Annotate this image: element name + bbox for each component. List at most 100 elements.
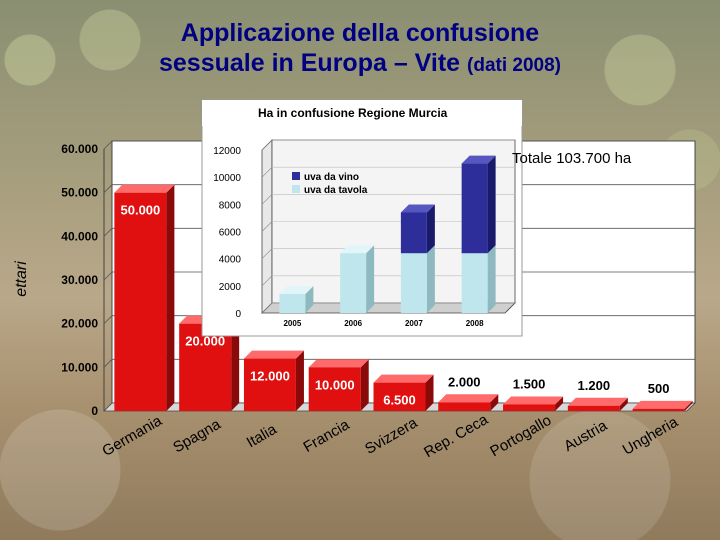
bar-side — [619, 397, 628, 411]
inset-gridline-depth — [261, 275, 273, 287]
inset-y-tick-label: 8000 — [219, 200, 242, 211]
inset-bar — [400, 212, 427, 254]
bar-side — [166, 184, 175, 411]
bar-side — [555, 396, 564, 411]
gridline-depth — [103, 184, 113, 193]
x-tick-label: Italia — [244, 420, 281, 451]
y-tick-label: 50.000 — [61, 186, 98, 200]
bar — [114, 192, 167, 411]
x-tick-label: Francia — [301, 416, 353, 456]
bar-side — [231, 315, 240, 411]
x-tick-label: Rep. Ceca — [421, 411, 491, 461]
inset-bar — [279, 293, 306, 313]
inset-bar-top — [400, 204, 435, 213]
x-tick-label: Germania — [99, 412, 165, 460]
inset-legend-label: uva da vino — [304, 172, 359, 183]
bar — [632, 408, 685, 411]
inset-bar — [461, 253, 488, 313]
gridline-depth — [103, 315, 113, 324]
gridline-depth — [103, 140, 113, 150]
inset-bar-top — [340, 245, 375, 254]
title-line-1: Applicazione della confusione — [180, 19, 540, 47]
title-line-2-main: sessuale in Europa – Vite — [159, 49, 461, 77]
inset-gridline-depth — [261, 194, 273, 205]
inset-bar-side — [487, 245, 496, 313]
inset-x-tick-label: 2006 — [344, 319, 362, 328]
y-tick-label: 40.000 — [61, 229, 98, 243]
bar — [243, 358, 296, 411]
y-tick-label: 30.000 — [61, 273, 98, 287]
gridline-depth — [103, 359, 113, 368]
inset-gridline-depth — [261, 248, 273, 259]
inset-gridline-depth — [261, 302, 273, 314]
bar-side — [295, 350, 304, 411]
bar-data-label: 12.000 — [250, 369, 290, 384]
bar — [567, 405, 620, 411]
y-tick-label: 10.000 — [61, 360, 98, 374]
bar-side — [360, 359, 369, 411]
y-axis-label: ettari — [13, 261, 30, 297]
bar-data-label: 10.000 — [315, 377, 355, 392]
y-tick-label: 60.000 — [61, 142, 98, 156]
inset-y-tick-label: 2000 — [219, 282, 242, 293]
title-line-2: sessuale in Europa – Vite (dati 2008) — [0, 48, 720, 81]
inset-y-tick-label: 4000 — [219, 255, 242, 266]
inset-legend-label: uva da tavola — [304, 185, 368, 196]
bar-top — [632, 400, 693, 409]
inset-gridline-depth — [261, 221, 273, 232]
title-line-2-year: (dati 2008) — [467, 55, 561, 76]
inset-chart-title: Ha in confusione Regione Murcia — [202, 100, 522, 126]
inset-bar — [400, 253, 427, 313]
inset-bar-top — [279, 285, 314, 294]
y-tick-label: 20.000 — [61, 317, 98, 331]
bar-top — [567, 397, 628, 406]
inset-bar — [461, 163, 488, 254]
inset-y-tick-label: 0 — [235, 309, 241, 320]
inset-y-tick-label: 12000 — [213, 146, 241, 157]
bar-top — [503, 396, 564, 405]
x-tick-label: Portogallo — [487, 412, 554, 460]
inset-bar-side — [487, 155, 496, 254]
inset-bar-side — [366, 245, 375, 313]
bar-data-label: 50.000 — [121, 203, 161, 218]
inset-legend-swatch — [292, 185, 300, 193]
bar-top — [373, 374, 434, 383]
bar — [308, 367, 361, 411]
total-annotation: Totale 103.700 ha — [512, 150, 632, 167]
inset-x-tick-label: 2007 — [405, 319, 423, 328]
x-tick-label: Austria — [561, 417, 610, 455]
bar — [179, 323, 232, 411]
slide-title: Applicazione della confusione sessuale i… — [0, 18, 720, 81]
bar — [373, 382, 426, 411]
inset-bar-side — [426, 245, 435, 313]
bar-side — [490, 394, 499, 411]
inset-bar-top — [461, 155, 496, 164]
bar-side — [425, 374, 434, 411]
y-tick-label: 0 — [91, 404, 98, 418]
inset-bar-side — [426, 204, 435, 254]
bar-side — [684, 400, 693, 411]
bar — [438, 402, 491, 411]
x-tick-label: Spagna — [170, 415, 224, 456]
bar-data-label: 500 — [648, 381, 670, 396]
bar-data-label: 20.000 — [185, 334, 225, 349]
inset-x-tick-label: 2005 — [283, 319, 301, 328]
inset-bar — [340, 253, 367, 313]
bar-data-label: 1.500 — [513, 376, 546, 391]
gridline-depth — [103, 271, 113, 281]
x-tick-label: Svizzera — [362, 414, 421, 458]
gridline-depth — [103, 228, 113, 237]
inset-gridline-depth — [261, 139, 273, 151]
gridline-depth — [103, 402, 113, 412]
bar-data-label: 1.200 — [578, 378, 611, 393]
bar-top — [308, 359, 369, 368]
inset-y-tick-label: 6000 — [219, 228, 242, 239]
inset-gridline-depth — [261, 166, 273, 178]
bar-data-label: 2.000 — [448, 374, 481, 389]
bar-top — [243, 350, 304, 359]
inset-x-tick-label: 2008 — [466, 319, 484, 328]
bar-top — [438, 394, 499, 403]
inset-y-tick-label: 10000 — [213, 173, 241, 184]
bar — [503, 404, 556, 411]
